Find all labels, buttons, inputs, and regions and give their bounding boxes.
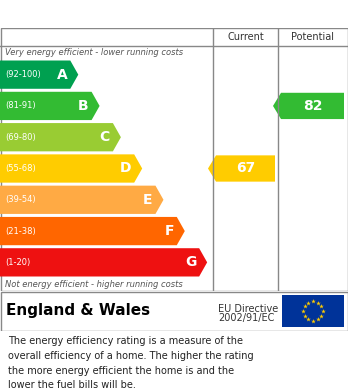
Polygon shape — [0, 186, 164, 214]
Text: (69-80): (69-80) — [5, 133, 36, 142]
Text: (21-38): (21-38) — [5, 226, 36, 235]
Polygon shape — [0, 92, 100, 120]
Text: 82: 82 — [303, 99, 322, 113]
Text: Potential: Potential — [292, 32, 334, 42]
Text: Not energy efficient - higher running costs: Not energy efficient - higher running co… — [5, 280, 183, 289]
Polygon shape — [0, 248, 207, 276]
Text: (81-91): (81-91) — [5, 101, 35, 110]
Text: Energy Efficiency Rating: Energy Efficiency Rating — [17, 7, 209, 21]
Text: F: F — [164, 224, 174, 238]
Text: A: A — [56, 68, 67, 82]
Text: (92-100): (92-100) — [5, 70, 41, 79]
Text: (39-54): (39-54) — [5, 195, 35, 204]
Polygon shape — [0, 123, 121, 151]
Polygon shape — [273, 93, 344, 119]
Text: D: D — [120, 161, 131, 176]
Polygon shape — [0, 217, 185, 245]
Text: 67: 67 — [236, 161, 255, 176]
Polygon shape — [208, 155, 275, 182]
Text: Very energy efficient - lower running costs: Very energy efficient - lower running co… — [5, 48, 183, 57]
Text: England & Wales: England & Wales — [6, 303, 150, 319]
Text: E: E — [143, 193, 152, 207]
Text: 2002/91/EC: 2002/91/EC — [218, 313, 274, 323]
Text: B: B — [78, 99, 89, 113]
Text: The energy efficiency rating is a measure of the
overall efficiency of a home. T: The energy efficiency rating is a measur… — [8, 336, 254, 390]
Text: Current: Current — [227, 32, 264, 42]
Text: EU Directive: EU Directive — [218, 304, 278, 314]
Text: C: C — [100, 130, 110, 144]
Bar — [282, 295, 344, 327]
Polygon shape — [0, 154, 142, 183]
Text: (55-68): (55-68) — [5, 164, 36, 173]
Text: G: G — [185, 255, 196, 269]
Text: (1-20): (1-20) — [5, 258, 30, 267]
Polygon shape — [0, 61, 78, 89]
